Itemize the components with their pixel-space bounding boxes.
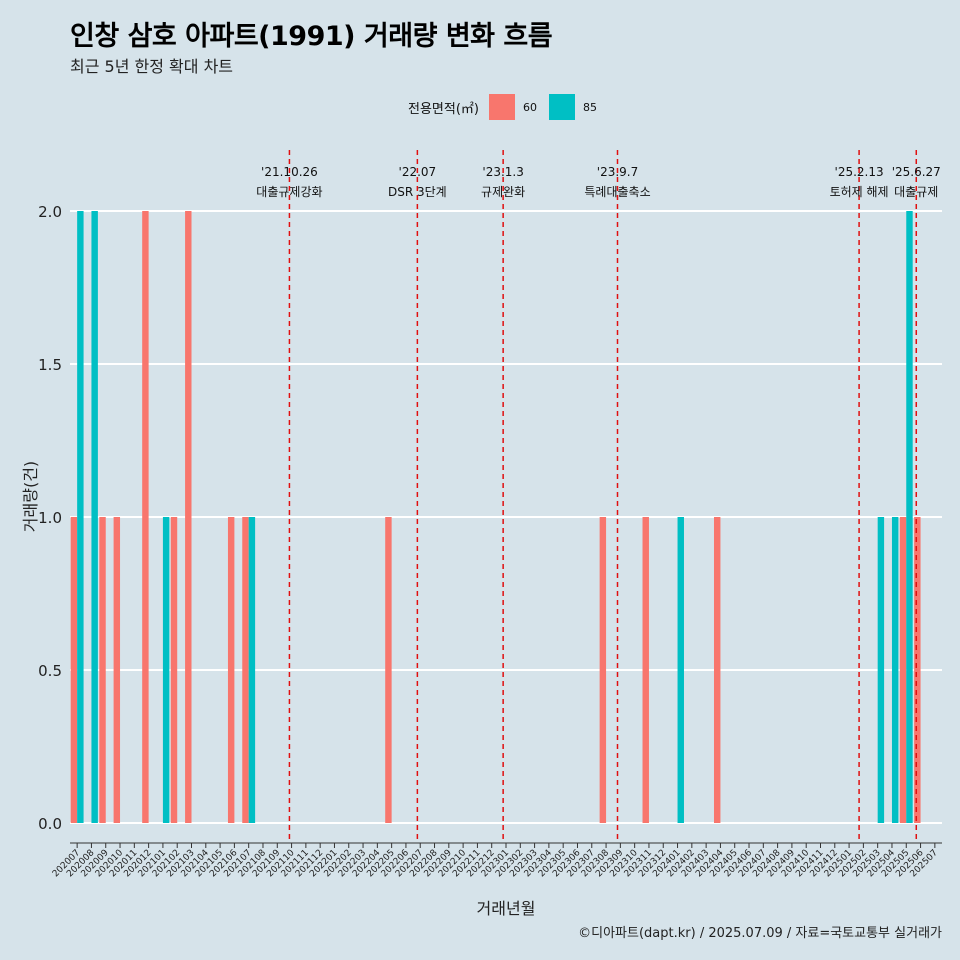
event-label: 토허제 해제 bbox=[830, 185, 889, 199]
bar-60-202103 bbox=[185, 211, 192, 823]
event-label: DSR 3단계 bbox=[388, 185, 447, 199]
event-date-label: '22.07 bbox=[399, 165, 437, 179]
event-date-label: '25.2.13 bbox=[835, 165, 884, 179]
event-label: 규제완화 bbox=[481, 185, 525, 199]
bar-60-202010 bbox=[113, 517, 121, 823]
bar-85-202504 bbox=[891, 517, 899, 823]
source-caption: ©디아파트(dapt.kr) / 2025.07.09 / 자료=국토교통부 실… bbox=[578, 926, 942, 941]
bar-85-202401 bbox=[677, 517, 684, 823]
bar-60-202102 bbox=[170, 517, 178, 823]
y-tick-label: 2.0 bbox=[38, 203, 62, 221]
y-tick-label: 0.0 bbox=[38, 815, 62, 833]
bar-60-202205 bbox=[385, 517, 392, 823]
x-axis-title: 거래년월 bbox=[477, 899, 536, 918]
chart-subtitle: 최근 5년 한정 확대 차트 bbox=[70, 57, 234, 76]
event-label: 대출규제강화 bbox=[256, 185, 322, 199]
bar-60-202007 bbox=[70, 517, 78, 823]
bar-60-202308 bbox=[599, 517, 607, 823]
bar-60-202106 bbox=[227, 517, 235, 823]
bar-85-202503 bbox=[877, 517, 885, 823]
event-label: 특례대출축소 bbox=[584, 185, 650, 199]
legend: 전용면적(㎡) 60 85 bbox=[408, 93, 609, 121]
chart-title: 인창 삼호 아파트(1991) 거래량 변화 흐름 bbox=[70, 21, 553, 52]
legend-label-60: 60 bbox=[522, 100, 537, 114]
bar-60-202404 bbox=[713, 517, 721, 823]
bar-85-202107 bbox=[248, 517, 256, 823]
bar-85-202101 bbox=[162, 517, 170, 823]
event-date-label: '21.10.26 bbox=[261, 165, 318, 179]
bar-60-202505 bbox=[899, 517, 907, 823]
bar-60-202009 bbox=[99, 517, 106, 823]
y-tick-label: 1.5 bbox=[38, 356, 62, 374]
event-label: 대출규제 bbox=[894, 185, 938, 199]
y-tick-label: 1.0 bbox=[38, 509, 62, 527]
y-axis-title: 거래량(건) bbox=[21, 461, 40, 532]
bar-60-202311 bbox=[642, 517, 649, 823]
y-tick-label: 0.5 bbox=[38, 662, 62, 680]
bar-60-202107 bbox=[242, 517, 249, 823]
event-date-label: '23.9.7 bbox=[597, 165, 638, 179]
legend-title: 전용면적(㎡) bbox=[408, 101, 479, 117]
legend-key-60 bbox=[488, 94, 515, 120]
bar-60-202506 bbox=[914, 517, 921, 823]
bar-85-202007 bbox=[77, 211, 84, 823]
bar-60-202012 bbox=[142, 211, 149, 823]
bar-85-202505 bbox=[906, 211, 913, 823]
legend-key-85 bbox=[548, 94, 575, 120]
legend-label-85: 85 bbox=[582, 100, 597, 114]
event-date-label: '23.1.3 bbox=[482, 165, 523, 179]
event-date-label: '25.6.27 bbox=[892, 165, 941, 179]
bar-85-202008 bbox=[91, 211, 98, 823]
